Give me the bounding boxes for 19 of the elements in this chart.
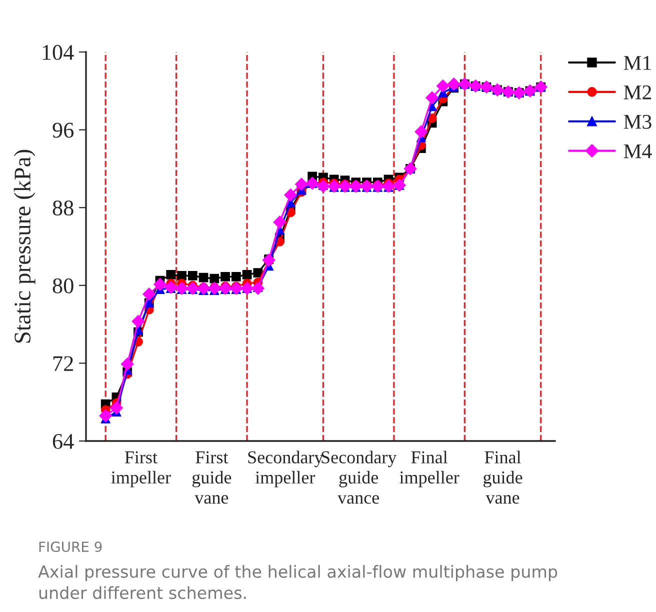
text: Secondary impeller — [248, 450, 324, 488]
text: Secondary guide vance — [322, 450, 397, 504]
text: Final impeller — [400, 450, 460, 488]
text: First impeller — [111, 451, 171, 488]
legend-label: M2 — [624, 85, 652, 100]
y-tick-label: 104 — [42, 44, 74, 60]
text: First guide vane — [192, 451, 232, 504]
caption: FIGURE 9 — [39, 542, 102, 552]
y-tick-label: 80 — [52, 278, 74, 294]
text: Axial pressure curve of the helical axial-flow multiphase pump under different schemes. — [38, 565, 558, 600]
y-tick-label: 72 — [53, 356, 73, 371]
legend-label: M1 — [624, 56, 651, 70]
y-tick-label: 96 — [52, 122, 74, 138]
y-tick-label: 88 — [52, 200, 74, 216]
y-tick-label: 64 — [52, 434, 74, 449]
y-axis-title: Static pressure (kPa) — [14, 150, 36, 343]
legend-label: M3 — [624, 114, 652, 129]
text: Final guide vane — [483, 450, 522, 504]
legend-label: M4 — [624, 144, 652, 158]
